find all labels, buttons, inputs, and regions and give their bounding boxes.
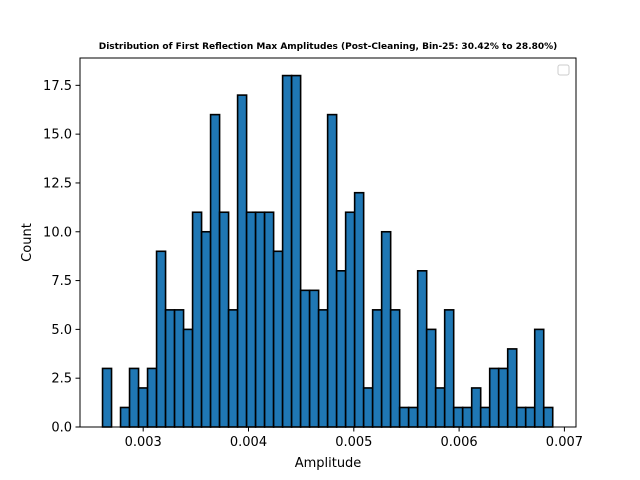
legend-box — [557, 64, 570, 76]
y-tick-label: 17.5 — [43, 79, 72, 94]
histogram-bar — [524, 406, 536, 428]
histogram-bar — [164, 309, 176, 428]
x-tick-label: 0.004 — [230, 435, 267, 450]
histogram-bar — [425, 328, 437, 428]
histogram-bar — [443, 309, 455, 428]
histogram-bar — [191, 211, 203, 428]
bars-group — [101, 74, 554, 428]
y-tick-label: 15.0 — [43, 128, 72, 143]
y-tick-label: 7.5 — [51, 274, 72, 289]
histogram-bar — [137, 387, 149, 428]
histogram-bar — [488, 367, 500, 428]
x-tick-label: 0.007 — [546, 435, 583, 450]
y-tick-label: 12.5 — [43, 176, 72, 191]
histogram-bar — [506, 348, 518, 428]
histogram-bar — [200, 230, 212, 428]
histogram-bar — [182, 328, 194, 428]
histogram-bar — [281, 74, 293, 428]
histogram-bar — [146, 367, 158, 428]
histogram-bar — [218, 211, 230, 428]
histogram-bar — [254, 211, 266, 428]
histogram-bar — [272, 250, 284, 428]
histogram-bar — [227, 309, 239, 428]
histogram-bar — [515, 406, 527, 428]
histogram-bar — [380, 230, 392, 428]
histogram-bar — [317, 309, 329, 428]
x-tick-label: 0.003 — [125, 435, 162, 450]
histogram-bar — [371, 309, 383, 428]
y-tick-label: 5.0 — [51, 323, 72, 338]
histogram-bar — [470, 387, 482, 428]
histogram-bar — [497, 367, 509, 428]
histogram-bar — [389, 309, 401, 428]
histogram-bar — [434, 387, 446, 428]
histogram-bar — [245, 211, 257, 428]
histogram-bar — [326, 113, 338, 428]
y-tick-label: 0.0 — [51, 421, 72, 436]
plot-area-frame — [79, 57, 577, 428]
y-tick-label: 2.5 — [51, 372, 72, 387]
histogram-bar — [542, 406, 554, 428]
histogram-bar — [101, 367, 113, 428]
chart-title: Distribution of First Reflection Max Amp… — [99, 42, 558, 52]
x-tick-label: 0.006 — [440, 435, 477, 450]
histogram-bar — [398, 406, 410, 428]
x-axis-label: Amplitude — [295, 456, 362, 471]
histogram-bar — [308, 289, 320, 428]
histogram-bar — [407, 406, 419, 428]
histogram-bar — [335, 270, 347, 428]
histogram-bar — [155, 250, 167, 428]
histogram-bar — [479, 406, 491, 428]
y-axis-label: Count — [20, 223, 35, 262]
histogram-bar — [344, 211, 356, 428]
histogram-bar — [119, 406, 131, 428]
y-tick-label: 10.0 — [43, 225, 72, 240]
histogram-bar — [299, 289, 311, 428]
histogram-bar — [362, 387, 374, 428]
histogram-bar — [533, 328, 545, 428]
histogram-bar — [209, 113, 221, 428]
histogram-bar — [416, 270, 428, 428]
histogram-bar — [173, 309, 185, 428]
histogram-bar — [236, 94, 248, 428]
histogram-bar — [461, 406, 473, 428]
histogram-bar — [353, 191, 365, 428]
histogram-bar — [128, 367, 140, 428]
histogram-bar — [290, 74, 302, 428]
x-axis-ticks: 0.003 0.004 0.005 0.006 0.007 — [125, 427, 583, 450]
histogram-bar — [263, 211, 275, 428]
histogram-bar — [452, 406, 464, 428]
y-axis-ticks: 0.0 2.5 5.0 7.5 10.0 12.5 15.0 17.5 — [43, 79, 80, 436]
x-tick-label: 0.005 — [335, 435, 372, 450]
